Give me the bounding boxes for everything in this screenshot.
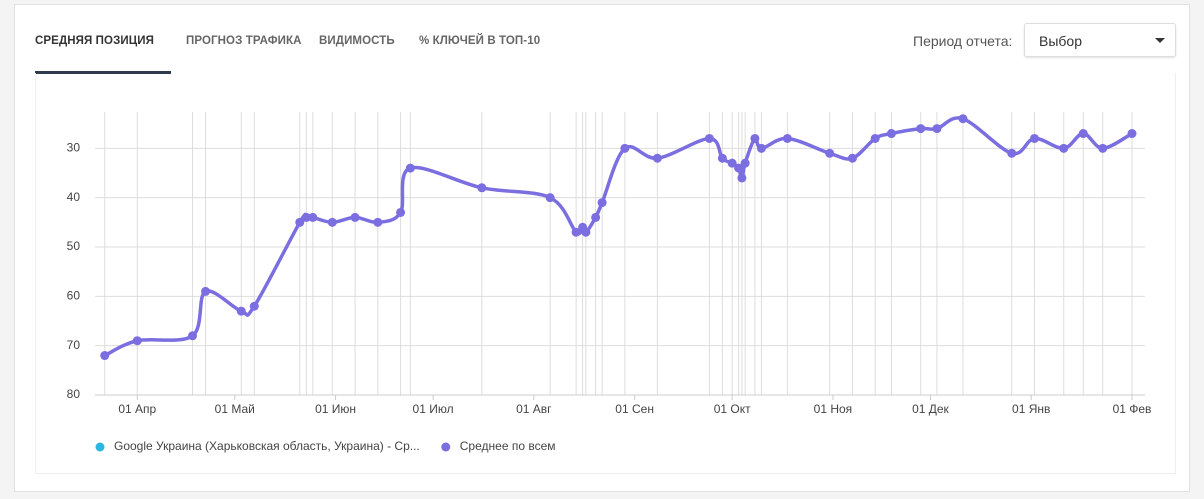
y-tick-label: 40 xyxy=(67,190,81,204)
data-point xyxy=(782,133,792,143)
legend-marker xyxy=(95,442,105,452)
tab[interactable]: СРЕДНЯЯ ПОЗИЦИЯ xyxy=(35,35,154,47)
y-tick-label: 30 xyxy=(67,141,81,155)
data-point xyxy=(1098,143,1108,153)
data-point xyxy=(100,351,110,361)
data-point xyxy=(825,148,835,158)
data-point xyxy=(597,198,607,208)
tab[interactable]: ПРОГНОЗ ТРАФИКА xyxy=(186,35,302,47)
tab[interactable]: % КЛЮЧЕЙ В ТОП-10 xyxy=(419,35,541,47)
data-point xyxy=(581,227,591,237)
data-point xyxy=(405,163,415,173)
series-line xyxy=(103,116,1133,358)
x-tick-label: 01 Июл xyxy=(413,402,454,416)
data-point xyxy=(301,212,311,222)
data-point xyxy=(652,153,662,163)
x-tick-label: 01 Ноя xyxy=(814,402,853,416)
data-point xyxy=(571,227,581,237)
data-point xyxy=(477,183,487,193)
data-point xyxy=(1127,129,1137,139)
data-point xyxy=(350,212,360,222)
x-tick-label: 01 Май xyxy=(215,402,255,416)
data-point xyxy=(396,207,406,217)
x-tick-label: 01 Июн xyxy=(315,402,356,416)
data-point xyxy=(958,114,968,124)
select-value: Выбор xyxy=(1039,33,1082,49)
data-point xyxy=(308,212,318,222)
legend-label: Google Украина (Харьковская область, Укр… xyxy=(114,439,420,453)
data-point xyxy=(1029,133,1039,143)
data-point xyxy=(327,217,337,227)
data-point xyxy=(1078,129,1088,139)
data-point xyxy=(132,336,142,346)
period-select[interactable]: Выбор xyxy=(1024,23,1176,57)
data-point xyxy=(756,143,766,153)
data-point xyxy=(373,217,383,227)
y-tick-label: 50 xyxy=(67,239,81,253)
x-tick-label: 01 Фев xyxy=(1113,402,1152,416)
y-tick-label: 80 xyxy=(67,387,81,401)
data-point xyxy=(750,133,760,143)
chart-frame xyxy=(35,73,1176,474)
data-point xyxy=(886,129,896,139)
data-point xyxy=(704,133,714,143)
tab[interactable]: ВИДИМОСТЬ xyxy=(319,35,395,47)
data-point xyxy=(591,212,601,222)
data-point xyxy=(847,153,857,163)
active-tab-underline xyxy=(35,71,171,74)
y-tick-label: 60 xyxy=(67,289,81,303)
x-tick-label: 01 Дек xyxy=(912,402,949,416)
period-label: Период отчета: xyxy=(913,33,1013,49)
data-point xyxy=(734,163,744,173)
data-point xyxy=(545,193,555,203)
data-point xyxy=(201,286,211,296)
x-tick-label: 01 Окт xyxy=(714,402,751,416)
panel: СРЕДНЯЯ ПОЗИЦИЯ ПРОГНОЗ ТРАФИКА ВИДИМОСТ… xyxy=(14,4,1190,492)
data-point xyxy=(1059,143,1069,153)
legend-marker xyxy=(441,442,451,452)
data-point xyxy=(188,331,198,341)
data-point xyxy=(236,306,246,316)
caret xyxy=(1155,38,1165,43)
x-tick-label: 01 Янв xyxy=(1012,402,1050,416)
legend-label: Среднее по всем xyxy=(460,439,556,453)
data-point xyxy=(737,173,747,183)
data-point xyxy=(727,158,737,168)
data-point xyxy=(717,153,727,163)
data-point xyxy=(916,124,926,134)
data-point xyxy=(295,217,305,227)
data-point xyxy=(1007,148,1017,158)
data-point xyxy=(932,124,942,134)
data-point xyxy=(870,133,880,143)
x-tick-label: 01 Авг xyxy=(516,402,552,416)
y-tick-label: 70 xyxy=(67,338,81,352)
data-point xyxy=(249,301,259,311)
data-point xyxy=(740,158,750,168)
x-tick-label: 01 Апр xyxy=(118,402,156,416)
data-point xyxy=(620,143,630,153)
x-tick-label: 01 Сен xyxy=(615,402,654,416)
